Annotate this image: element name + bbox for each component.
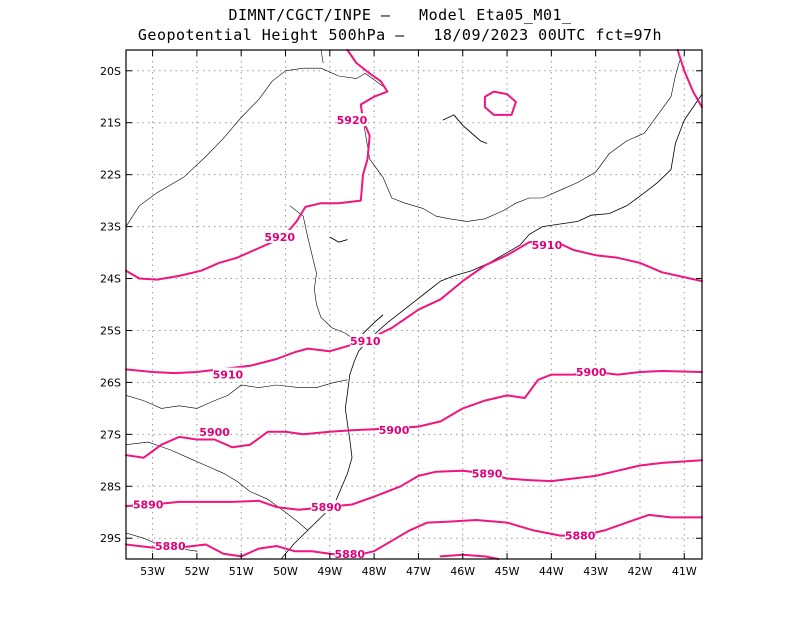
contour-line [125, 513, 703, 558]
map-gridlines [126, 50, 702, 559]
state-border [320, 49, 324, 64]
state-border [125, 67, 384, 227]
contour-label: 5910 [213, 369, 244, 382]
contour-label: 5900 [199, 426, 230, 439]
contour-label-bg [379, 423, 410, 437]
contour-label: 5890 [472, 467, 503, 480]
lon-tick-label: 44W [539, 565, 564, 578]
coastline [280, 93, 703, 560]
state-border [289, 205, 357, 342]
lat-tick-label: 26S [100, 376, 121, 389]
lat-tick-label: 29S [100, 532, 121, 545]
contour-label-bg [350, 333, 381, 347]
contour-5910: 5910 5910 5910 [125, 237, 703, 382]
contour-label: 5880 [565, 530, 596, 543]
state-border [125, 441, 308, 531]
contour-5920 [483, 90, 517, 116]
lon-tick-label: 45W [495, 565, 520, 578]
lon-tick-label: 52W [184, 565, 209, 578]
lat-tick-label: 27S [100, 428, 121, 441]
contour-line [125, 370, 703, 459]
lon-tick-label: 51W [229, 565, 254, 578]
lon-tick-label: 46W [450, 565, 475, 578]
lat-tick-label: 20S [100, 65, 121, 78]
contour-label: 5920 [264, 231, 295, 244]
contour-label-bg [212, 367, 243, 381]
contour-line [125, 49, 389, 281]
contour-label-bg [336, 113, 367, 127]
contour-line [439, 553, 500, 560]
lon-tick-label: 43W [583, 565, 608, 578]
lat-tick-label: 21S [100, 117, 121, 130]
contour-label-bg [334, 546, 365, 560]
map-axis-ticks: 20S 21S 22S 23S 24S 25S 26S 27S 28S 29S 53W 52W 51W 5… [100, 50, 702, 578]
contour-label: 5880 [334, 548, 365, 561]
lon-tick-label: 47W [406, 565, 431, 578]
contour-label: 5900 [379, 424, 410, 437]
contour-5880: 5880 5880 5880 [125, 513, 703, 561]
contour-5880 [439, 553, 500, 560]
lon-tick-label: 53W [140, 565, 165, 578]
chart-title-line-2: Geopotential Height 500hPa – 18/09/2023 … [137, 26, 663, 44]
lat-tick-label: 25S [100, 324, 121, 337]
reservoir-outline [442, 114, 488, 144]
contour-label-bg [264, 229, 295, 243]
contour-label: 5890 [311, 501, 342, 514]
map-frame [125, 49, 703, 560]
contour-label: 5910 [350, 335, 381, 348]
state-border [391, 60, 681, 222]
lat-tick-label: 23S [100, 221, 121, 234]
map-geography [125, 49, 703, 560]
lon-tick-label: 50W [273, 565, 298, 578]
contour-label-bg [133, 497, 164, 511]
lat-tick-label: 24S [100, 273, 121, 286]
chart-title-line-1: DIMNT/CGCT/INPE – Model Eta05_M01_ [228, 6, 572, 24]
contour-label: 5900 [576, 366, 607, 379]
contour-label: 5890 [133, 498, 164, 511]
contour-line [483, 90, 517, 116]
contour-label-bg [199, 424, 230, 438]
contour-5890: 5890 5890 5890 [125, 459, 703, 514]
contour-line [125, 238, 703, 375]
contour-line [125, 459, 703, 511]
lat-tick-label: 22S [100, 169, 121, 182]
contour-label: 5910 [532, 239, 563, 252]
lon-tick-label: 41W [672, 565, 697, 578]
lon-tick-label: 42W [628, 565, 653, 578]
reservoir-outline [329, 236, 348, 243]
contour-label: 5880 [155, 540, 186, 553]
contour-label-bg [576, 365, 607, 379]
contour-line [676, 49, 703, 109]
contour-5920: 5920 5920 [125, 49, 389, 281]
contour-label-bg [472, 466, 503, 480]
lat-tick-label: 28S [100, 480, 121, 493]
lon-tick-label: 48W [362, 565, 387, 578]
state-border [125, 379, 348, 409]
contour-5920 [676, 49, 703, 109]
contour-label-bg [531, 237, 562, 251]
contour-label: 5920 [337, 114, 368, 127]
contour-5900: 5900 5900 5900 [125, 365, 703, 459]
lon-tick-label: 49W [317, 565, 342, 578]
reservoir-outline [360, 314, 384, 337]
contour-label-bg [565, 528, 596, 542]
contour-label-bg [155, 539, 186, 553]
contour-label-bg [311, 500, 342, 514]
